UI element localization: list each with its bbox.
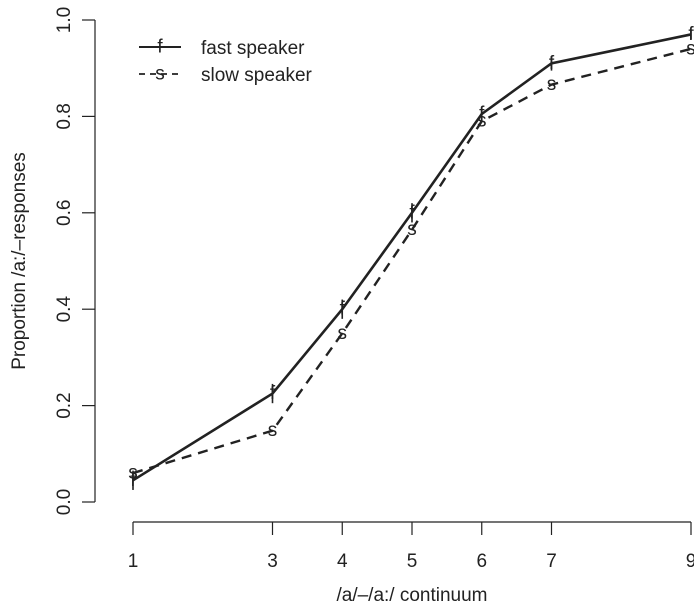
data-point-marker: s	[477, 111, 487, 132]
data-point-marker: s	[268, 420, 278, 441]
y-tick-label: 0.2	[54, 392, 75, 418]
y-tick-label: 0.4	[54, 296, 75, 323]
series-s: s s s s s s s	[128, 38, 694, 483]
data-point-marker: s	[128, 463, 138, 484]
legend: f fast speaker s slow speaker	[139, 37, 313, 86]
data-point-marker: f	[479, 103, 485, 124]
y-tick-label: 0.0	[54, 489, 75, 515]
data-point-marker: s	[547, 74, 557, 95]
x-tick-label: 4	[337, 551, 348, 572]
y-tick-label: 0.8	[54, 103, 75, 129]
x-axis-title: /a/–/a:/ continuum	[336, 585, 487, 606]
data-point-marker: f	[340, 299, 346, 320]
legend-item: s slow speaker	[139, 64, 313, 86]
x-tick-label: 5	[407, 551, 418, 572]
data-point-marker: f	[549, 53, 555, 74]
legend-label: fast speaker	[201, 38, 305, 59]
data-point-marker: f	[270, 383, 276, 404]
data-point-marker: s	[407, 219, 417, 240]
y-tick-label: 0.6	[54, 200, 75, 226]
x-tick-label: 7	[546, 551, 557, 572]
x-tick-label: 9	[686, 551, 694, 572]
legend-marker: s	[155, 64, 165, 85]
legend-marker: f	[157, 37, 163, 58]
legend-item: f fast speaker	[139, 37, 305, 59]
x-tick-label: 6	[476, 551, 487, 572]
axes	[94, 20, 691, 523]
data-point-marker: f	[130, 470, 136, 491]
x-tick-label: 1	[128, 551, 139, 572]
x-tick-label: 3	[267, 551, 278, 572]
data-point-marker: s	[686, 38, 694, 59]
data-point-marker: f	[409, 202, 415, 223]
x-ticks: 1 3 4 5 6 7 9	[128, 522, 694, 572]
y-ticks: 0.0 0.2 0.4 0.6 0.8 1.0	[54, 7, 95, 515]
series-line	[132, 33, 692, 482]
legend-label: slow speaker	[201, 65, 313, 86]
data-point-marker: s	[338, 323, 348, 344]
series-line	[132, 47, 692, 475]
y-tick-label: 1.0	[54, 7, 75, 33]
series-f: f f f f f f f	[130, 24, 694, 491]
data-point-marker: f	[688, 24, 694, 45]
y-axis-title: Proportion /a:/–responses	[9, 152, 30, 370]
